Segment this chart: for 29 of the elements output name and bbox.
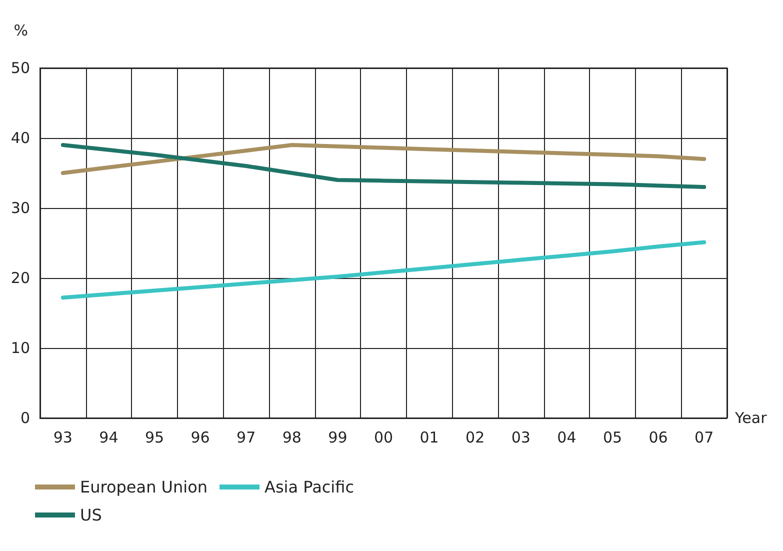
x-tick-label: 93 [53, 428, 72, 446]
line-series [60, 143, 706, 175]
x-tick-label: 01 [420, 428, 439, 446]
x-tick-label: 95 [144, 428, 164, 446]
x-axis-title: Year [734, 409, 768, 427]
legend-label: European Union [80, 478, 208, 496]
legend-label: Asia Pacific [264, 478, 354, 496]
x-tick-label: 05 [602, 428, 622, 446]
x-tick-label: 04 [557, 428, 576, 446]
y-tick-label: 50 [10, 59, 30, 77]
line-series [60, 143, 706, 189]
y-axis-title: % [14, 22, 28, 40]
x-tick-label: 97 [236, 428, 256, 446]
x-tick-label: 00 [374, 428, 394, 446]
x-tick-label: 07 [694, 428, 714, 446]
y-tick-label: 20 [10, 269, 30, 287]
y-tick-label: 40 [10, 129, 30, 147]
x-tick-label: 02 [466, 428, 485, 446]
x-tick-label: 98 [282, 428, 302, 446]
x-tick-label: 94 [99, 428, 118, 446]
x-tick-label: 06 [648, 428, 668, 446]
x-tick-label: 99 [328, 428, 348, 446]
y-tick-label: 30 [10, 199, 30, 217]
y-tick-label: 0 [20, 409, 30, 427]
y-tick-label: 10 [10, 339, 30, 357]
legend-label: US [80, 506, 102, 524]
x-tick-label: 03 [511, 428, 530, 446]
line-series [60, 240, 706, 300]
x-tick-label: 96 [190, 428, 210, 446]
